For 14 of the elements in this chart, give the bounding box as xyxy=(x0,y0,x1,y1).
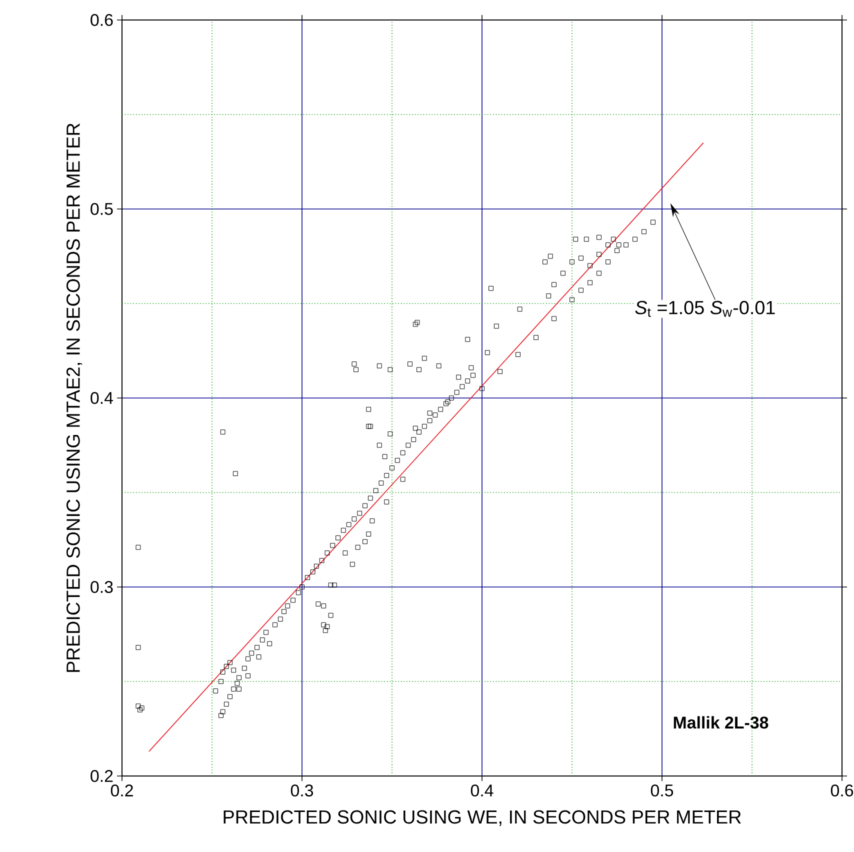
y-tick-label: 0.6 xyxy=(90,14,113,26)
y-axis-title: PREDICTED SONIC USING MTAE2, IN SECONDS PER METER xyxy=(66,124,82,672)
y-tick-label: 0.3 xyxy=(90,581,113,593)
x-tick-label: 0.5 xyxy=(650,784,674,796)
x-tick-label: 0.3 xyxy=(290,784,314,796)
y-tick-label: 0.5 xyxy=(90,202,113,215)
y-tick-label: 0.4 xyxy=(90,392,114,404)
x-tick-label: 0.2 xyxy=(110,784,133,796)
y-tick-label: 0.2 xyxy=(90,770,113,782)
x-axis-title: PREDICTED SONIC USING WE, IN SECONDS PER METER xyxy=(224,810,741,826)
x-tick-label: 0.4 xyxy=(470,784,494,796)
annotation: S$_{t}$ =1.05 S$_{w}$-0.01 xyxy=(635,300,775,317)
annotation: Mallik 2L-38 xyxy=(674,716,768,729)
x-tick-label: 0.6 xyxy=(830,784,854,796)
